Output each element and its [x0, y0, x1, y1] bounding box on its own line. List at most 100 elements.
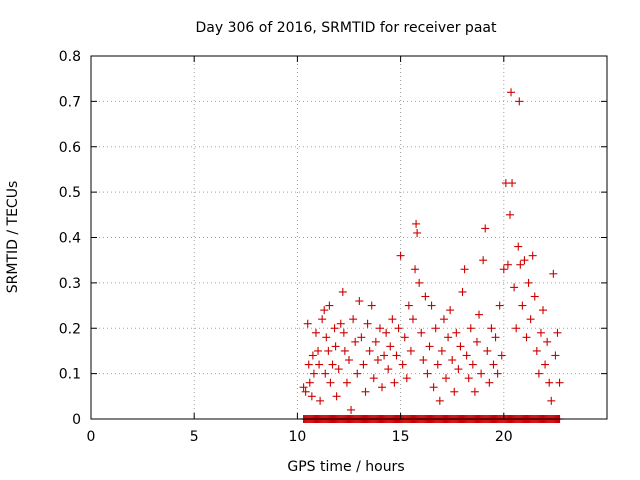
data-point — [518, 301, 527, 310]
data-point — [475, 310, 484, 319]
y-tick-label: 0.1 — [59, 367, 81, 383]
data-point — [464, 374, 473, 383]
data-point — [326, 378, 335, 387]
data-point — [357, 333, 366, 342]
data-point — [359, 360, 368, 369]
data-point — [324, 346, 333, 355]
data-point — [454, 365, 463, 374]
data-point — [417, 328, 426, 337]
data-point — [427, 301, 436, 310]
data-point — [349, 315, 358, 324]
data-point — [437, 346, 446, 355]
x-tick-label: 5 — [190, 429, 199, 445]
data-point — [514, 242, 523, 251]
data-point — [339, 328, 348, 337]
chart-title: Day 306 of 2016, SRMTID for receiver paa… — [196, 20, 497, 36]
data-point — [340, 346, 349, 355]
data-point — [412, 219, 421, 228]
data-point — [429, 383, 438, 392]
data-layer — [299, 88, 564, 423]
y-tick-label: 0.7 — [59, 94, 81, 110]
data-point — [421, 292, 430, 301]
data-point — [462, 351, 471, 360]
data-point — [325, 301, 334, 310]
data-point — [479, 256, 488, 265]
data-point — [510, 283, 519, 292]
y-tick-label: 0.5 — [59, 185, 81, 201]
data-point — [491, 333, 500, 342]
data-point — [347, 405, 356, 414]
data-point — [507, 88, 516, 97]
data-point — [413, 228, 422, 237]
data-point — [549, 269, 558, 278]
y-axis-label: SRMTID / TECUs — [5, 181, 21, 294]
y-tick-label: 0.2 — [59, 321, 81, 337]
data-point — [308, 351, 317, 360]
data-point — [353, 369, 362, 378]
data-point — [309, 369, 318, 378]
data-point — [411, 265, 420, 274]
y-tick-label: 0.4 — [59, 231, 81, 247]
data-point — [322, 333, 331, 342]
data-point — [515, 97, 524, 106]
data-point — [547, 396, 556, 405]
data-point — [307, 392, 316, 401]
data-point — [394, 324, 403, 333]
data-point — [532, 346, 541, 355]
data-point — [299, 383, 308, 392]
y-tick-label: 0.3 — [59, 276, 81, 292]
data-point — [316, 396, 325, 405]
data-point — [435, 396, 444, 405]
data-point — [452, 328, 461, 337]
data-point — [311, 328, 320, 337]
data-point — [380, 351, 389, 360]
data-point — [551, 351, 560, 360]
data-point — [495, 301, 504, 310]
data-point — [530, 292, 539, 301]
data-point — [503, 260, 512, 269]
data-point — [351, 337, 360, 346]
data-point — [331, 342, 340, 351]
data-point — [365, 346, 374, 355]
data-point — [448, 356, 457, 365]
data-point — [442, 374, 451, 383]
data-point — [369, 374, 378, 383]
data-point — [470, 387, 479, 396]
data-point — [477, 369, 486, 378]
data-point — [388, 315, 397, 324]
data-point — [419, 356, 428, 365]
data-point — [390, 378, 399, 387]
data-point — [466, 324, 475, 333]
y-tick-label: 0.8 — [59, 49, 81, 65]
data-point — [536, 328, 545, 337]
data-point — [402, 374, 411, 383]
data-point — [342, 378, 351, 387]
data-point — [321, 369, 330, 378]
data-point — [315, 360, 324, 369]
data-point — [386, 342, 395, 351]
x-tick-label: 15 — [392, 429, 410, 445]
data-point — [516, 260, 525, 269]
data-point — [512, 324, 521, 333]
data-point — [528, 251, 537, 260]
y-tick-label: 0 — [72, 412, 81, 428]
data-point — [415, 278, 424, 287]
x-tick-label: 10 — [288, 429, 306, 445]
data-point — [375, 324, 384, 333]
data-point — [468, 360, 477, 369]
data-point — [541, 360, 550, 369]
data-point — [328, 360, 337, 369]
data-point — [336, 319, 345, 328]
data-point — [363, 319, 372, 328]
data-point — [539, 306, 548, 315]
data-point — [334, 365, 343, 374]
data-point — [456, 342, 465, 351]
data-point — [485, 378, 494, 387]
data-point — [545, 378, 554, 387]
data-point — [338, 287, 347, 296]
data-point — [423, 369, 432, 378]
data-point — [318, 315, 327, 324]
data-point — [345, 356, 353, 365]
